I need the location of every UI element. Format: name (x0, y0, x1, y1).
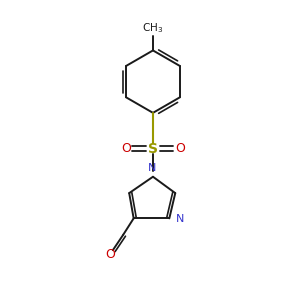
Text: S: S (148, 142, 158, 155)
Text: O: O (106, 248, 116, 261)
Text: O: O (175, 142, 185, 155)
Text: O: O (121, 142, 131, 155)
Text: N: N (176, 214, 184, 224)
Text: N: N (148, 163, 156, 173)
Text: CH$_3$: CH$_3$ (142, 21, 164, 35)
